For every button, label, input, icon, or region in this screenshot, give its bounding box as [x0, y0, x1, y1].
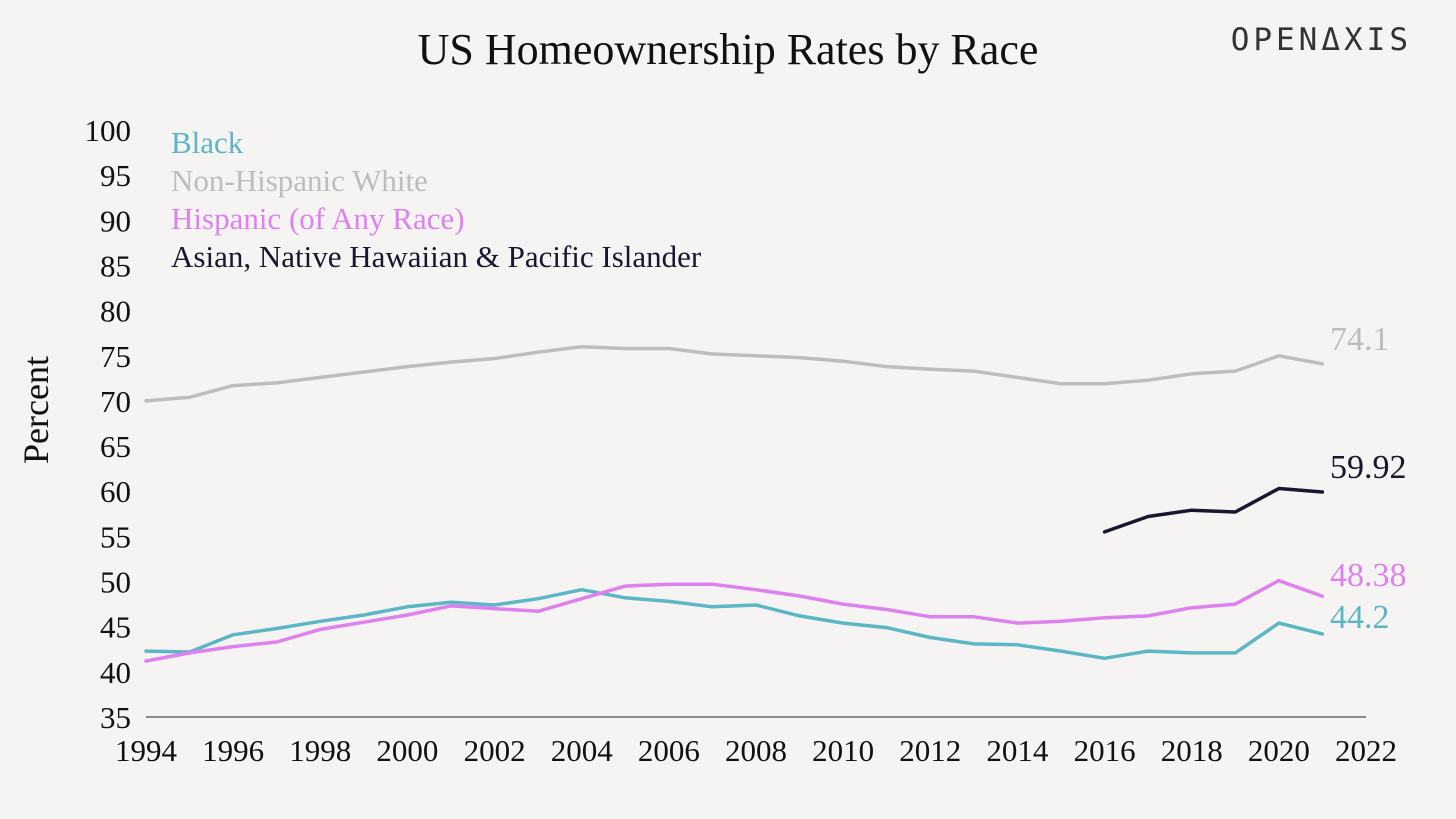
- series-line-non-hispanic-white: [144, 344, 1325, 403]
- y-axis-label: Percent: [16, 356, 56, 464]
- x-tick-label: 2000: [376, 733, 438, 768]
- y-axis-ticks: 35 40 45 50 55 60 65 70 75 80 85 90 95 100: [85, 113, 132, 735]
- legend-entry-non-hispanic-white: Non-Hispanic White: [171, 163, 428, 198]
- series-line-asian-native-hawaiian-pacific-islander: [1102, 486, 1325, 534]
- series-line-black: [144, 587, 1325, 661]
- x-tick-label: 2014: [986, 733, 1049, 768]
- y-tick-label: 60: [100, 474, 131, 509]
- x-tick-label: 1994: [115, 733, 178, 768]
- x-tick-label: 1998: [289, 733, 351, 768]
- series-line-hispanic-of-any-race: [144, 578, 1325, 663]
- x-tick-label: 2018: [1161, 733, 1223, 768]
- x-tick-label: 2008: [725, 733, 787, 768]
- y-tick-label: 70: [100, 384, 131, 419]
- brand-logo: OPENΔXIS: [1231, 22, 1412, 58]
- y-tick-label: 95: [100, 158, 131, 193]
- y-tick-label: 55: [100, 519, 131, 554]
- x-tick-label: 2004: [551, 733, 614, 768]
- end-label-black: 44.2: [1330, 599, 1390, 636]
- x-tick-label: 2016: [1074, 733, 1136, 768]
- y-tick-label: 90: [100, 203, 131, 238]
- y-tick-label: 75: [100, 339, 131, 374]
- x-tick-label: 1996: [202, 733, 264, 768]
- x-axis-ticks: 1994 1996 1998 2000 2002 2004 2006 2008 2010 2012…: [115, 733, 1397, 768]
- end-label-asian-native-hawaiian-pacific-islander: 59.92: [1330, 449, 1407, 486]
- y-tick-label: 45: [100, 610, 131, 645]
- series-lines: [144, 344, 1325, 663]
- y-tick-label: 35: [100, 700, 131, 735]
- legend-entry-hispanic-of-any-race: Hispanic (of Any Race): [171, 201, 465, 236]
- x-tick-label: 2010: [812, 733, 874, 768]
- x-tick-label: 2022: [1335, 733, 1397, 768]
- x-tick-label: 2006: [638, 733, 700, 768]
- y-tick-label: 80: [100, 294, 131, 329]
- chart-title: US Homeownership Rates by Race: [418, 25, 1039, 74]
- y-tick-label: 40: [100, 655, 131, 690]
- legend-entry-black: Black: [171, 125, 244, 160]
- x-tick-label: 2020: [1248, 733, 1310, 768]
- legend-entry-asian-native-hawaiian-pacific-islander: Asian, Native Hawaiian & Pacific Islande…: [171, 239, 702, 274]
- y-tick-label: 50: [100, 565, 131, 600]
- y-tick-label: 85: [100, 248, 131, 283]
- end-label-non-hispanic-white: 74.1: [1330, 321, 1390, 358]
- x-tick-label: 2002: [464, 733, 526, 768]
- y-tick-label: 65: [100, 429, 131, 464]
- y-tick-label: 100: [85, 113, 132, 148]
- x-tick-label: 2012: [899, 733, 961, 768]
- end-label-hispanic-of-any-race: 48.38: [1330, 557, 1407, 594]
- end-value-labels: 44.2 74.1 48.38 59.92: [1330, 321, 1407, 636]
